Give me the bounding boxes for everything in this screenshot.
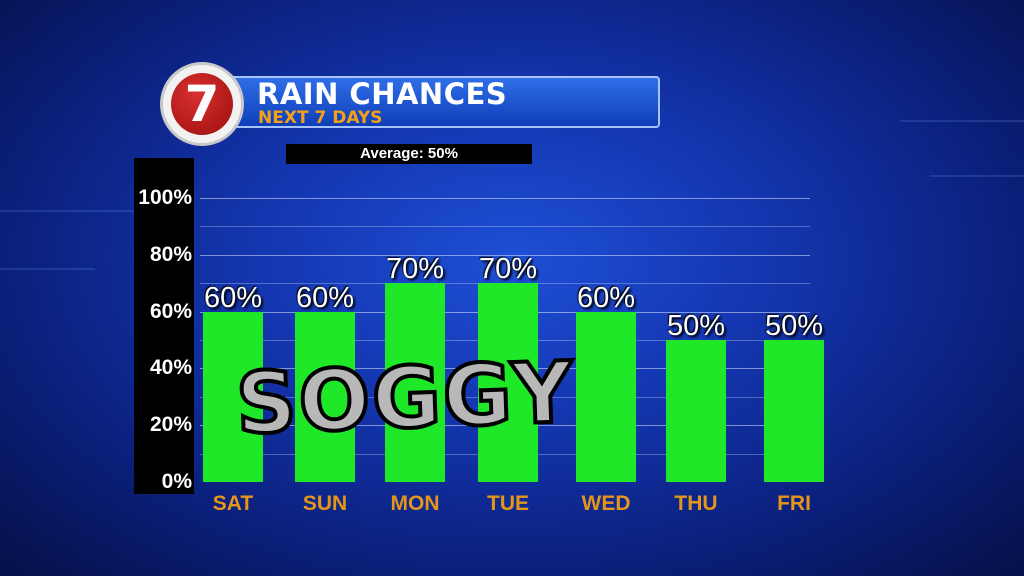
background-streak <box>0 210 140 212</box>
bar-fri <box>764 340 824 482</box>
background-streak <box>930 175 1024 177</box>
x-tick-label: TUE <box>487 492 529 515</box>
gridline-minor <box>200 226 810 228</box>
bar-tue <box>478 283 538 482</box>
bar-value-label: 50% <box>764 310 824 342</box>
soggy-overlay-text: SOGGY <box>232 341 578 455</box>
bar-value-label: 60% <box>576 281 636 314</box>
bar-value-label: 70% <box>385 253 445 286</box>
x-tick-label: WED <box>581 492 631 515</box>
bar-value-label: 60% <box>295 281 355 314</box>
x-tick-label: SUN <box>302 492 348 515</box>
bar-thu <box>666 340 726 482</box>
y-axis-panel <box>134 158 194 494</box>
bar-wed <box>576 311 636 482</box>
gridline <box>200 254 810 256</box>
bar-sat <box>203 311 263 482</box>
x-tick-label: THU <box>674 492 718 515</box>
background-streak <box>0 268 95 270</box>
y-tick-label: 80% <box>149 242 192 266</box>
bar-value-label: 60% <box>203 281 263 314</box>
x-tick-label: SAT <box>212 492 254 515</box>
chart-title: RAIN CHANCES <box>257 77 508 111</box>
title-banner <box>205 76 660 128</box>
bar-value-label: 70% <box>478 253 538 286</box>
y-tick-label: 0% <box>161 470 192 493</box>
chart-subtitle: NEXT 7 DAYS <box>258 108 383 128</box>
average-label: Average: 50% <box>286 144 532 164</box>
x-tick-label: FRI <box>777 492 811 515</box>
bar-mon <box>385 283 445 482</box>
bar-sun <box>295 311 355 482</box>
y-tick-label: 60% <box>149 299 192 323</box>
logo-number: 7 <box>184 75 220 133</box>
y-tick-label: 40% <box>149 356 192 380</box>
station-logo: 7 <box>160 62 244 146</box>
bar-value-label: 50% <box>666 310 726 342</box>
y-tick-label: 20% <box>149 413 192 437</box>
gridline <box>200 198 810 199</box>
y-tick-label: 100% <box>138 186 192 209</box>
x-tick-label: MON <box>390 492 440 515</box>
logo-badge-icon: 7 <box>171 73 233 135</box>
background-streak <box>900 120 1024 122</box>
